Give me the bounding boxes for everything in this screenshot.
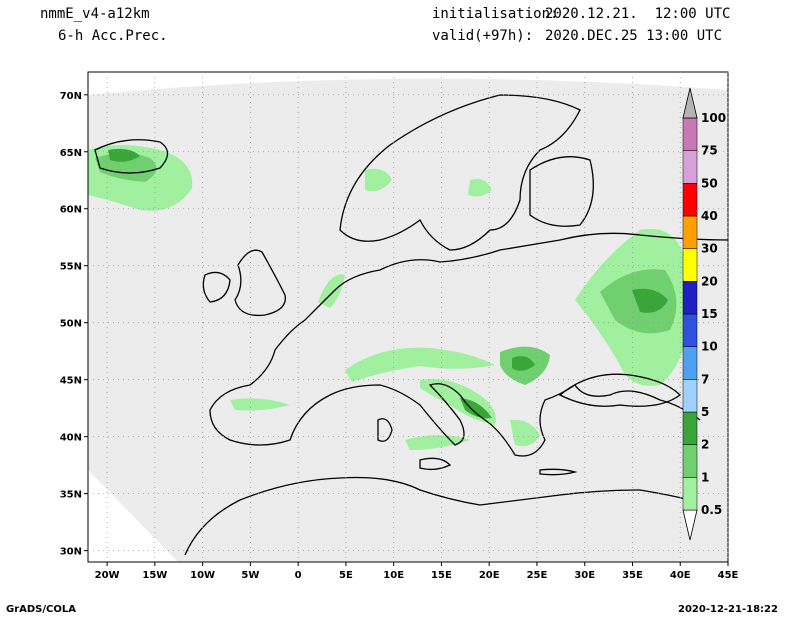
lon-tick-label: 45E xyxy=(718,570,739,581)
model-title: nmmE_v4-a12km xyxy=(40,6,150,22)
lon-tick-label: 10W xyxy=(190,570,215,581)
lat-tick-label: 40N xyxy=(60,433,82,444)
colorbar-level-label: 5 xyxy=(701,405,709,419)
valid-time: 2020.DEC.25 13:00 UTC xyxy=(545,28,723,44)
colorbar-level-label: 30 xyxy=(701,242,718,256)
coast-crete xyxy=(539,468,578,476)
lon-tick-label: 5W xyxy=(241,570,259,581)
precip-romania xyxy=(500,346,550,385)
colorbar-level-label: 15 xyxy=(701,307,718,321)
valid-label: valid(+97h): xyxy=(432,28,534,44)
lon-tick-label: 10E xyxy=(383,570,404,581)
colorbar-level-label: 50 xyxy=(701,176,718,190)
lat-tick-label: 60N xyxy=(60,205,82,216)
lat-tick-label: 45N xyxy=(60,376,82,387)
lon-tick-label: 5E xyxy=(339,570,353,581)
axis-labels: 20W 15W 10W 5W 0 5E 10E 15E 20E 25E 30E 35E 40E 45E 30… xyxy=(60,91,739,581)
coast-continent xyxy=(209,232,729,457)
colorbar-segment xyxy=(682,379,698,413)
precip-spain xyxy=(230,398,290,411)
lon-tick-label: 30E xyxy=(574,570,595,581)
lon-tick-label: 40E xyxy=(670,570,691,581)
init-label: initialisation: xyxy=(432,6,559,22)
lon-tick-label: 0 xyxy=(295,570,302,581)
lon-tick-label: 15W xyxy=(142,570,167,581)
precip-iceland xyxy=(88,145,193,211)
lat-tick-label: 30N xyxy=(60,547,82,558)
colorbar-level-label: 7 xyxy=(701,372,709,386)
lat-tick-label: 35N xyxy=(60,490,82,501)
colorbar-level-label: 75 xyxy=(701,144,718,158)
colorbar-segment xyxy=(682,411,698,445)
colorbar-level-label: 100 xyxy=(701,111,726,125)
coast-north-africa xyxy=(184,476,691,556)
colorbar-segment xyxy=(682,281,698,315)
precip-norway xyxy=(365,168,392,192)
colorbar-segment xyxy=(682,313,698,347)
lon-tick-label: 15E xyxy=(431,570,452,581)
lon-tick-label: 35E xyxy=(622,570,643,581)
colorbar-level-label: 20 xyxy=(701,274,718,288)
colorbar-segment xyxy=(682,215,698,249)
coast-iceland xyxy=(94,139,169,174)
coast-sicily xyxy=(419,457,452,471)
footer-right: 2020-12-21-18:22 xyxy=(678,604,778,615)
coast-finland xyxy=(529,156,594,227)
precip-greece xyxy=(510,419,540,447)
coast-ireland xyxy=(202,271,231,303)
lat-tick-label: 50N xyxy=(60,319,82,330)
lat-tick-label: 70N xyxy=(60,91,82,102)
colorbar-level-label: 40 xyxy=(701,209,718,223)
coastlines xyxy=(94,94,729,556)
colorbar-segment xyxy=(682,477,698,511)
init-time: 2020.12.21. 12:00 UTC xyxy=(545,6,731,22)
precip-alps xyxy=(345,347,495,382)
model-domain xyxy=(88,78,728,563)
coast-sardinia xyxy=(377,418,393,442)
coast-britain xyxy=(234,249,286,317)
colorbar-segment xyxy=(682,150,698,184)
footer-left: GrADS/COLA xyxy=(6,604,76,615)
graticule xyxy=(88,72,729,562)
colorbar: 0.5 1 2 5 7 10 15 20 30 40 50 75 100 xyxy=(682,87,726,541)
lon-tick-label: 25E xyxy=(527,570,548,581)
colorbar-level-label: 10 xyxy=(701,340,718,354)
colorbar-segment xyxy=(682,117,698,151)
colorbar-level-label: 0.5 xyxy=(701,503,722,517)
colorbar-over-triangle xyxy=(682,87,698,119)
precip-sweden xyxy=(468,178,492,197)
colorbar-segment xyxy=(682,346,698,380)
colorbar-segment xyxy=(682,248,698,282)
lat-tick-label: 55N xyxy=(60,262,82,273)
colorbar-level-label: 1 xyxy=(701,470,709,484)
field-title: 6-h Acc.Prec. xyxy=(58,28,168,44)
precip-south-italy xyxy=(405,435,470,450)
lat-tick-label: 65N xyxy=(60,148,82,159)
colorbar-segment xyxy=(682,444,698,478)
lon-tick-label: 20W xyxy=(95,570,120,581)
coast-black-sea xyxy=(558,373,681,407)
coast-scandinavia xyxy=(339,94,581,251)
lon-tick-label: 20E xyxy=(479,570,500,581)
colorbar-segment xyxy=(682,183,698,217)
colorbar-level-label: 2 xyxy=(701,438,709,452)
